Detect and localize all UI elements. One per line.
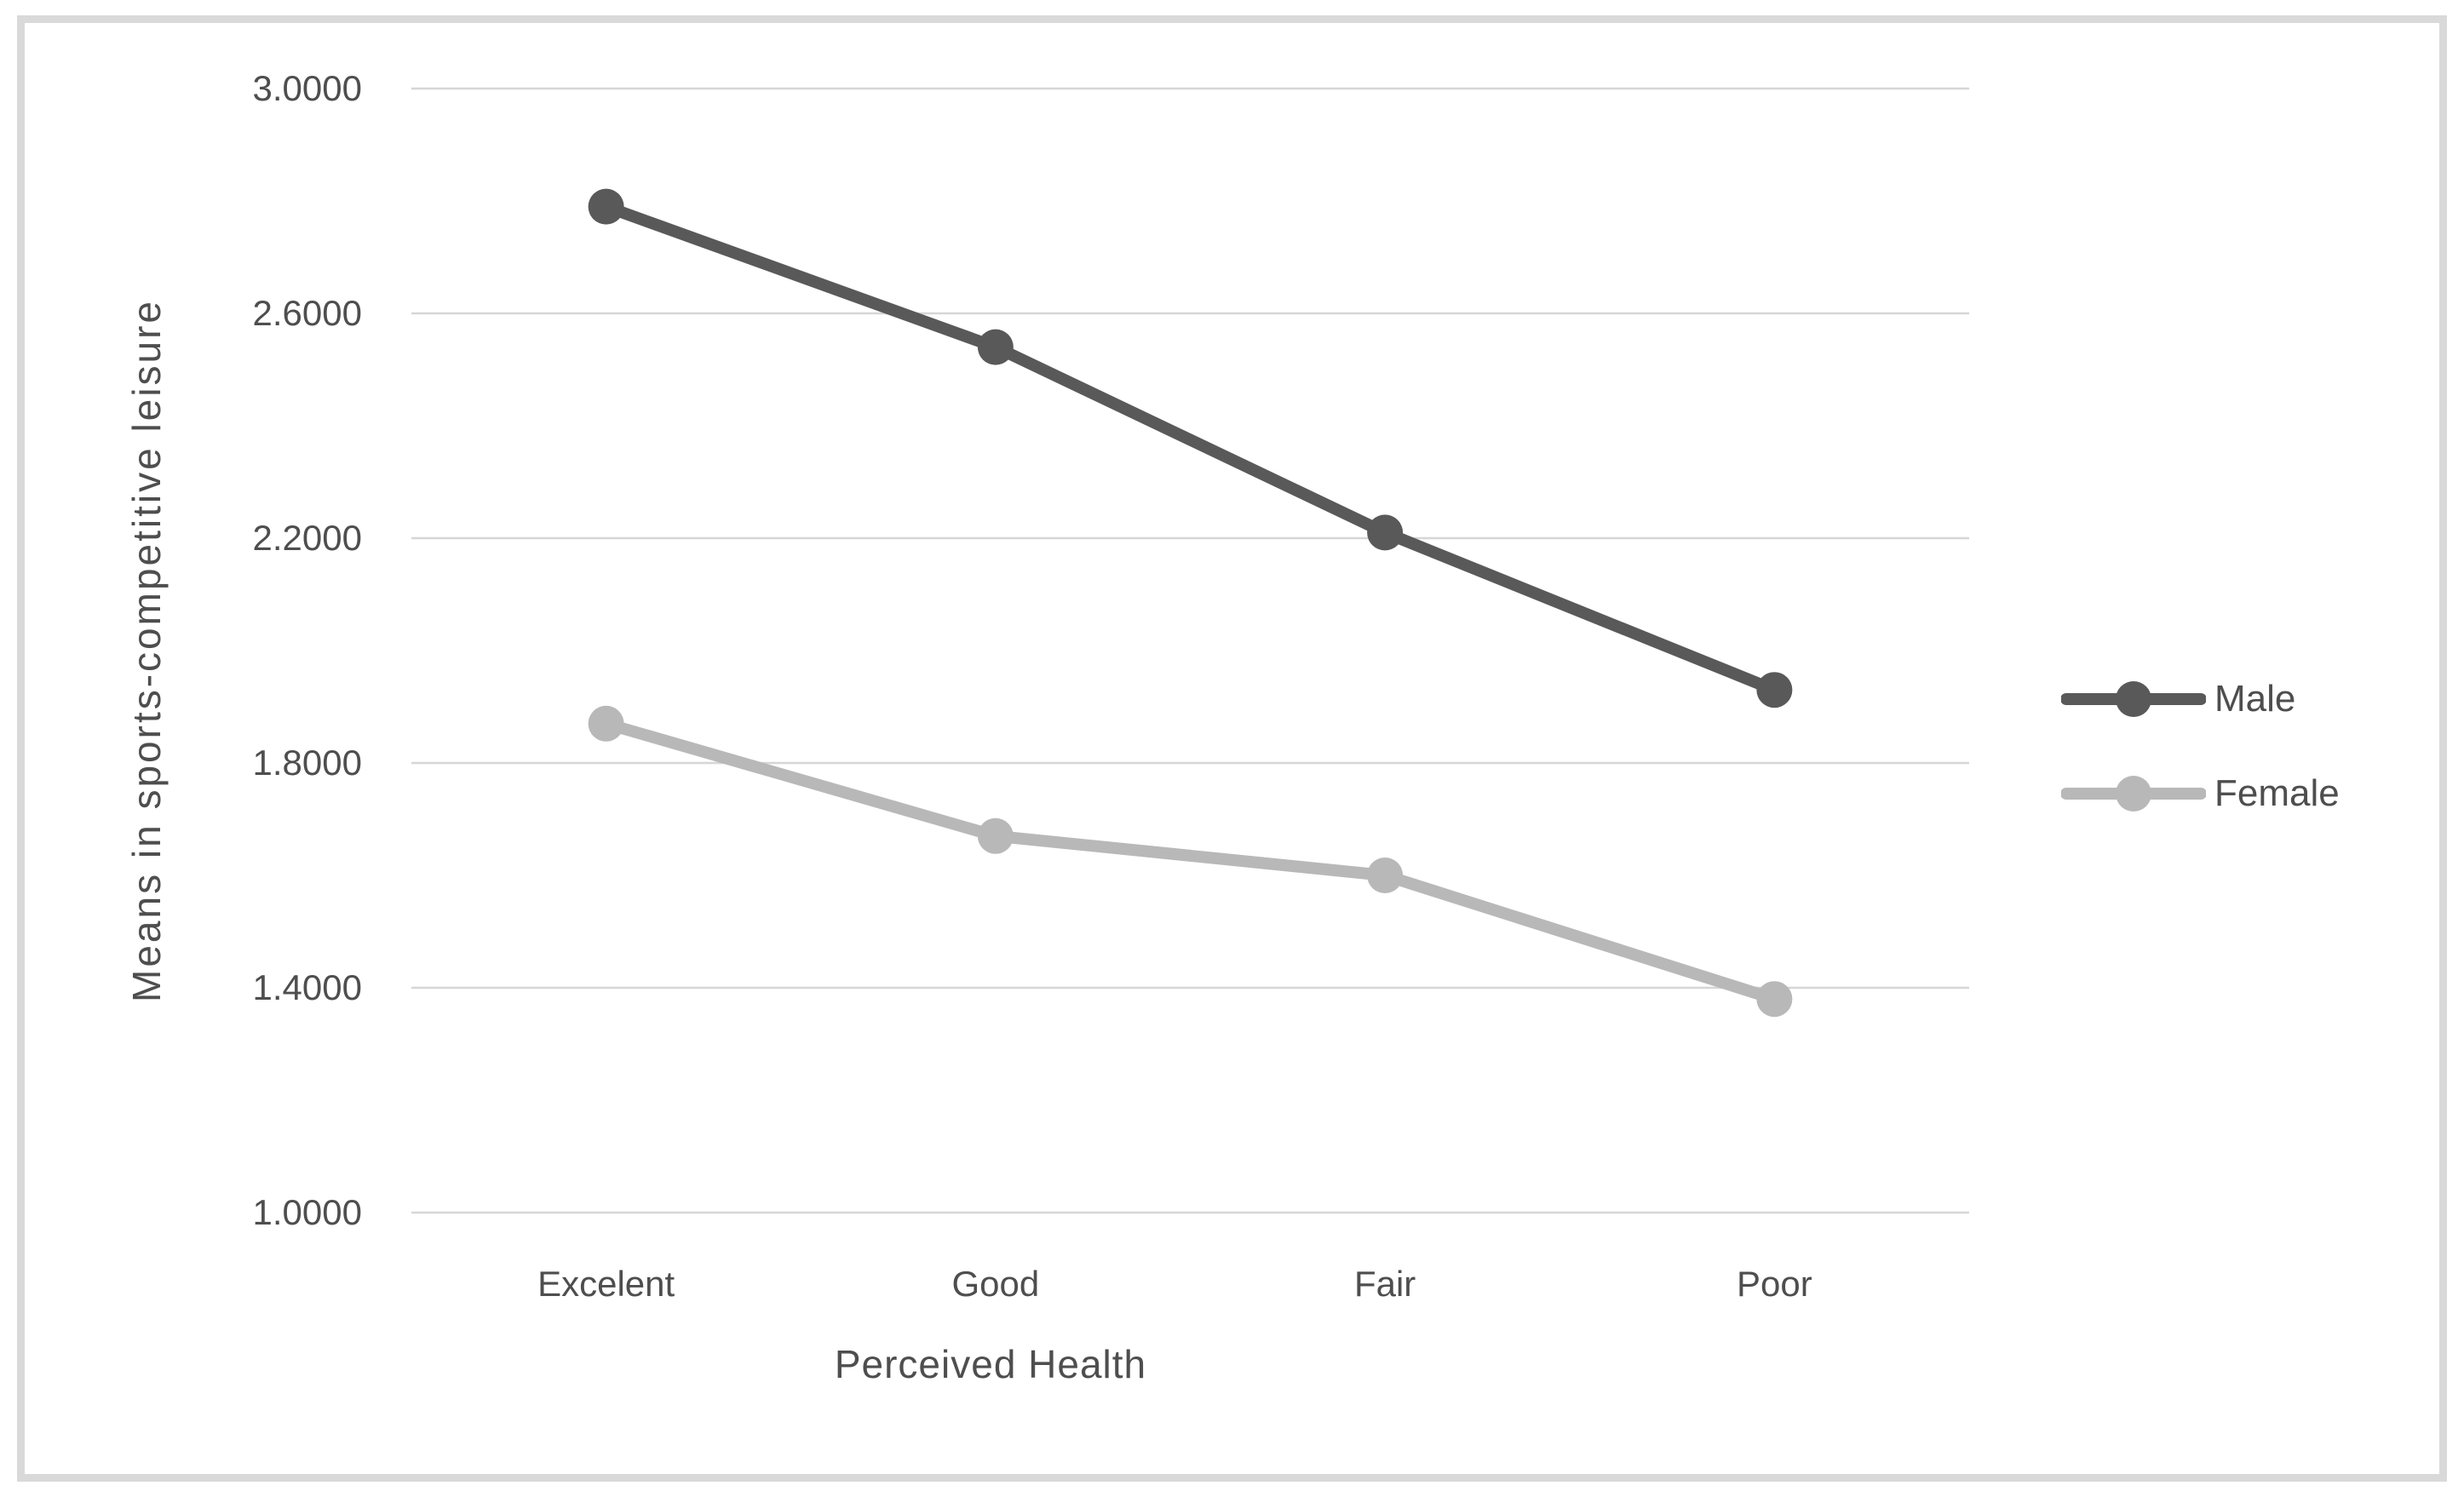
chart-border-frame: [17, 15, 2447, 1482]
y-tick-label-2.6000: 2.6000: [252, 293, 362, 333]
x-tick-label-fair: Fair: [1353, 1264, 1416, 1304]
y-tick-label-1.8000: 1.8000: [252, 743, 362, 783]
series-line-female: [600, 717, 1781, 1006]
legend-item-male: Male: [2061, 679, 2340, 720]
y-tick-label-1.0000: 1.0000: [252, 1192, 362, 1232]
legend-label-male: Male: [2214, 678, 2296, 720]
y-tick-label-2.2000: 2.2000: [252, 518, 362, 558]
data-point-female-fair: [1367, 857, 1404, 893]
data-point-male-poor: [1756, 672, 1793, 708]
data-point-male-fair: [1367, 514, 1404, 551]
data-point-female-good: [977, 817, 1014, 854]
legend: Male Female: [2061, 679, 2340, 814]
data-point-male-excelent: [588, 188, 624, 225]
male-line-marker-swatch: [2061, 681, 2206, 717]
series-line-male: [600, 200, 1781, 697]
y-tick-label-3.0000: 3.0000: [252, 68, 362, 108]
data-point-female-poor: [1756, 981, 1793, 1018]
y-tick-label-1.4000: 1.4000: [252, 967, 362, 1007]
x-axis-title: Perceived Health: [834, 1342, 1147, 1386]
legend-item-female: Female: [2061, 773, 2340, 814]
x-tick-label-good: Good: [951, 1264, 1040, 1304]
data-point-male-good: [977, 329, 1014, 365]
x-tick-label-excelent: Excelent: [537, 1264, 675, 1304]
data-point-female-excelent: [588, 705, 624, 742]
x-tick-label-poor: Poor: [1737, 1264, 1812, 1304]
legend-label-female: Female: [2214, 772, 2340, 814]
female-line-marker-swatch: [2061, 776, 2206, 812]
y-axis-title: Means in sports-competitive leisure: [124, 299, 169, 1002]
